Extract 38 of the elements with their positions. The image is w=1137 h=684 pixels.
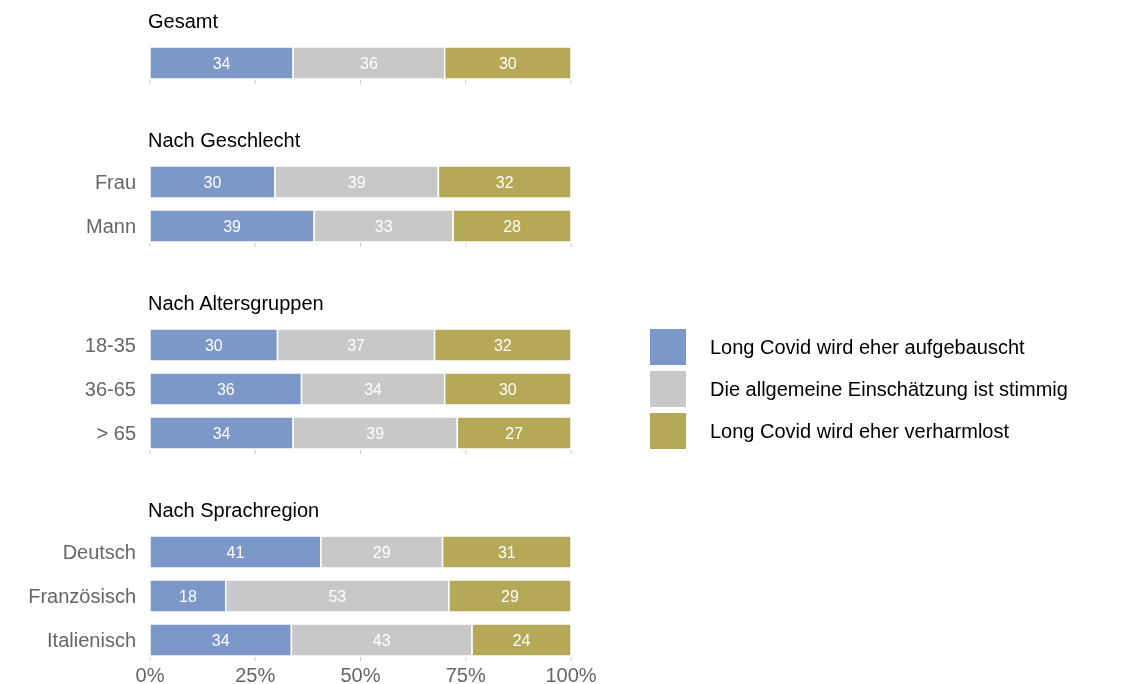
chart-title: Nach Geschlecht	[148, 129, 301, 151]
y-tick-label: Mann	[85, 215, 136, 237]
y-tick-label: Deutsch	[62, 541, 136, 563]
chart-title: Nach Altersgruppen	[148, 292, 324, 314]
data-label: 30	[498, 54, 517, 72]
data-label: 24	[512, 631, 531, 649]
data-label: 27	[505, 424, 524, 442]
x-tick-label: 75%	[445, 664, 486, 684]
legend-label: Die allgemeine Einschätzung ist stimmig	[710, 378, 1068, 400]
chart-title: Nach Sprachregion	[148, 499, 320, 521]
data-label: 30	[498, 380, 517, 398]
x-tick-label: 25%	[235, 664, 276, 684]
chart-title: Gesamt	[148, 10, 219, 32]
data-label: 30	[203, 173, 222, 191]
x-tick-label: 0%	[135, 664, 165, 684]
legend-label: Long Covid wird eher verharmlost	[710, 420, 1010, 442]
y-tick-label: Frau	[94, 171, 136, 193]
data-label: 31	[497, 543, 516, 561]
legend-label: Long Covid wird eher aufgebauscht	[710, 336, 1026, 358]
data-label: 34	[212, 424, 231, 442]
y-tick-label: > 65	[96, 422, 136, 444]
y-tick-label: 36-65	[84, 378, 136, 400]
data-label: 28	[503, 217, 522, 235]
data-label: 41	[226, 543, 245, 561]
data-label: 36	[216, 380, 235, 398]
data-label: 32	[493, 336, 512, 354]
data-label: 30	[204, 336, 223, 354]
data-label: 32	[495, 173, 514, 191]
data-label: 34	[212, 54, 231, 72]
y-tick-label: Französisch	[28, 585, 136, 607]
x-tick-label: 50%	[340, 664, 381, 684]
data-label: 34	[211, 631, 230, 649]
data-label: 18	[178, 587, 197, 605]
data-label: 29	[501, 587, 519, 605]
x-tick-label: 100%	[545, 664, 597, 684]
data-label: 39	[223, 217, 242, 235]
y-tick-label: Italienisch	[47, 629, 136, 651]
y-tick-label: 18-35	[84, 334, 136, 356]
